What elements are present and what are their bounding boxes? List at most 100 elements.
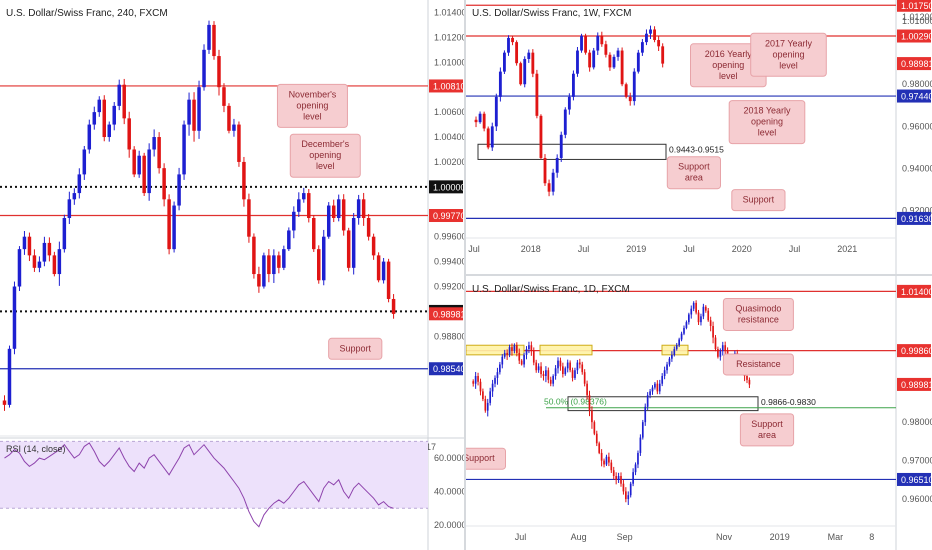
price-badge[interactable] (897, 0, 931, 12)
candle-body[interactable] (612, 470, 615, 476)
candle-body[interactable] (746, 376, 748, 380)
candle-body[interactable] (287, 230, 291, 250)
candle-body[interactable] (515, 42, 519, 64)
candle-body[interactable] (596, 35, 600, 51)
candle-body[interactable] (486, 402, 489, 411)
candle-body[interactable] (540, 366, 542, 375)
candle-body[interactable] (523, 58, 527, 85)
price-badge[interactable] (429, 362, 463, 376)
candle-body[interactable] (167, 199, 171, 250)
candle-body[interactable] (292, 211, 296, 231)
price-badge[interactable] (429, 79, 463, 93)
candle-body[interactable] (620, 50, 624, 85)
candle-body[interactable] (503, 52, 506, 72)
candle-body[interactable] (673, 349, 676, 355)
candle-body[interactable] (192, 99, 196, 131)
candle-body[interactable] (712, 326, 714, 338)
candle-body[interactable] (567, 96, 571, 110)
candle-body[interactable] (52, 255, 57, 275)
candle-body[interactable] (748, 379, 751, 385)
candle-body[interactable] (474, 376, 477, 384)
candle-body[interactable] (531, 52, 535, 74)
candle-body[interactable] (212, 24, 216, 57)
candle-body[interactable] (511, 37, 514, 43)
candle-body[interactable] (687, 314, 690, 323)
candle-body[interactable] (346, 230, 351, 268)
candle-body[interactable] (616, 50, 620, 57)
h4-chart-panel[interactable]: 1.01400 1.01200 1.01000 1.00600 1.00400 1.002… (0, 0, 464, 550)
candle-body[interactable] (649, 29, 652, 34)
price-badge[interactable] (897, 472, 931, 486)
candle-body[interactable] (612, 56, 616, 68)
candle-body[interactable] (571, 370, 574, 378)
annotation-note[interactable]: Support (328, 337, 383, 360)
candle-body[interactable] (640, 42, 644, 53)
panel-divider[interactable] (466, 274, 932, 276)
candle-body[interactable] (593, 422, 596, 434)
candle-body[interactable] (547, 183, 551, 192)
candle-body[interactable] (197, 87, 201, 131)
candle-body[interactable] (486, 128, 490, 148)
candle-body[interactable] (478, 113, 482, 123)
candle-body[interactable] (668, 358, 671, 365)
candle-body[interactable] (610, 462, 613, 471)
candle-body[interactable] (247, 199, 251, 237)
candle-body[interactable] (555, 157, 559, 173)
candle-body[interactable] (477, 376, 479, 382)
candle-body[interactable] (709, 320, 712, 326)
candle-body[interactable] (563, 109, 567, 135)
candle-body[interactable] (317, 249, 321, 281)
candle-body[interactable] (157, 137, 161, 169)
candle-body[interactable] (112, 105, 116, 125)
candle-body[interactable] (683, 327, 685, 334)
price-badge[interactable] (429, 307, 463, 321)
candle-body[interactable] (719, 351, 722, 357)
candle-body[interactable] (566, 362, 569, 369)
candle-body[interactable] (658, 383, 661, 392)
candle-body[interactable] (391, 298, 396, 314)
candle-body[interactable] (490, 126, 494, 148)
candle-body[interactable] (506, 352, 508, 355)
candle-body[interactable] (654, 383, 656, 388)
candle-body[interactable] (386, 261, 391, 299)
candle-body[interactable] (695, 302, 697, 313)
candle-body[interactable] (542, 374, 545, 376)
candle-body[interactable] (27, 236, 32, 256)
candle-body[interactable] (232, 124, 236, 131)
candle-body[interactable] (629, 483, 632, 496)
candle-body[interactable] (202, 49, 206, 88)
candle-body[interactable] (545, 370, 547, 376)
candle-body[interactable] (651, 387, 654, 392)
candle-body[interactable] (7, 348, 12, 405)
candle-body[interactable] (152, 137, 156, 150)
candle-body[interactable] (576, 50, 579, 74)
candle-body[interactable] (107, 124, 111, 138)
candle-body[interactable] (580, 35, 583, 51)
candle-body[interactable] (692, 302, 695, 309)
price-badge[interactable] (897, 29, 931, 43)
candle-body[interactable] (479, 381, 482, 392)
candle-body[interactable] (666, 364, 668, 371)
candle-body[interactable] (137, 155, 141, 175)
candle-body[interactable] (272, 255, 276, 275)
candle-body[interactable] (187, 99, 191, 125)
candle-body[interactable] (67, 199, 72, 218)
candle-body[interactable] (532, 351, 535, 363)
candle-body[interactable] (714, 337, 717, 350)
candle-body[interactable] (641, 422, 644, 438)
candle-body[interactable] (262, 255, 266, 287)
candle-body[interactable] (474, 119, 478, 123)
candle-body[interactable] (603, 460, 605, 465)
candle-body[interactable] (551, 172, 555, 192)
price-badge[interactable] (897, 344, 931, 358)
candle-body[interactable] (341, 199, 346, 231)
candle-body[interactable] (2, 400, 7, 405)
annotation-note[interactable]: Resistance (722, 353, 794, 376)
candle-body[interactable] (569, 362, 571, 371)
candle-body[interactable] (721, 345, 724, 351)
support-zone-box[interactable] (567, 396, 759, 412)
